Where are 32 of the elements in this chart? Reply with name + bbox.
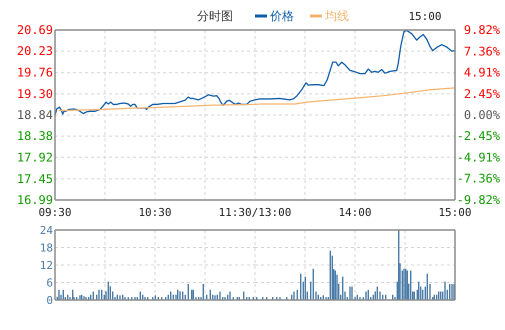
text: -7.36% (456, 172, 500, 186)
y-tick-label: 20.69 (16, 23, 53, 37)
x-tick-label: 09:30 (38, 206, 72, 219)
y-tick-label: 18.84 (16, 108, 53, 122)
x-tick-label: 10:30 (138, 206, 172, 219)
text: 9.82% (464, 23, 500, 37)
y-tick-label: 20.23 (16, 44, 53, 58)
y-tick-label: 18 (40, 242, 53, 254)
y-tick-label: 17.45 (16, 172, 53, 186)
y-tick-label: 17.92 (16, 150, 53, 164)
y-tick-label: 6 (46, 276, 53, 290)
x-tick-label: 11:30/13:00 (218, 206, 292, 219)
y-tick-label: 16.99 (16, 193, 53, 207)
y-tick-label: 19.30 (16, 86, 53, 101)
y-tick-label: 19.76 (16, 66, 53, 80)
chart-title: 分时图 (197, 9, 233, 23)
text: -4.91% (456, 150, 500, 164)
y-tick-label: 12 (40, 259, 53, 272)
text: 0.00% (464, 108, 500, 122)
text: -2.45% (456, 129, 500, 144)
x-tick-label: 14:00 (338, 206, 372, 219)
y-tick-label: 18.38 (16, 129, 53, 144)
x-tick-label: 15:00 (438, 206, 472, 219)
y-tick-label: 0 (46, 294, 53, 307)
text: 15:00 (408, 10, 442, 23)
text: 4.91% (464, 66, 500, 80)
legend-label: 价格 (269, 9, 294, 23)
legend-label: 均线 (324, 9, 349, 23)
text: -9.82% (456, 193, 500, 207)
y-tick-label: 24 (40, 224, 54, 237)
text: 7.36% (464, 44, 500, 58)
text: 2.45% (464, 86, 500, 101)
